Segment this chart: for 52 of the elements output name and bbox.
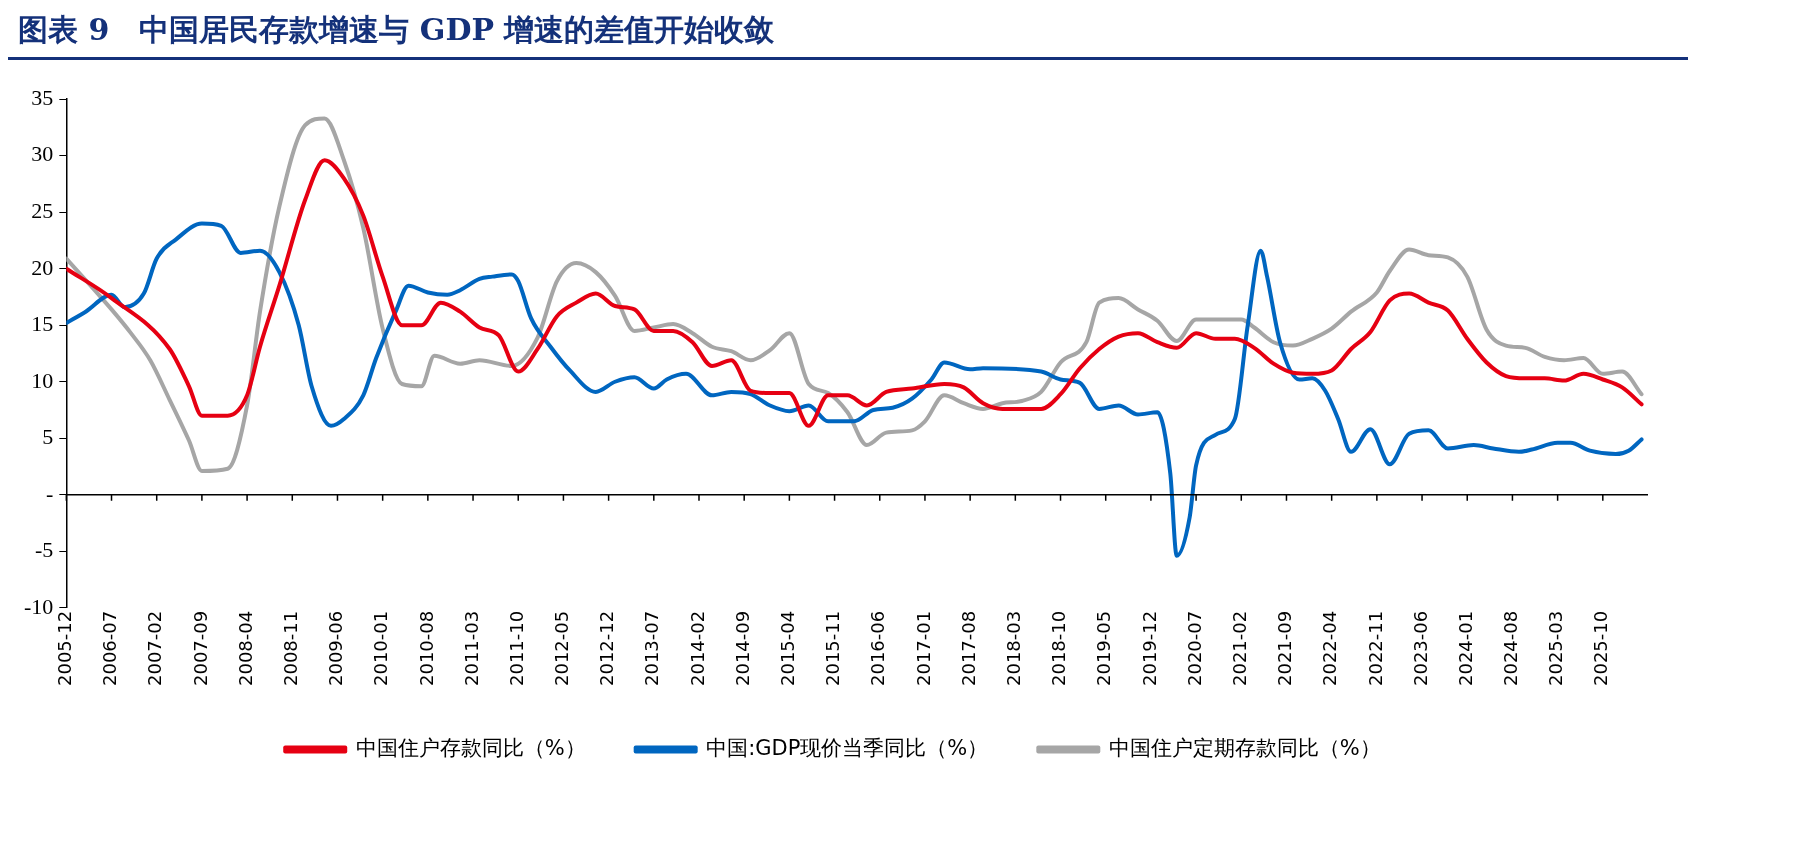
x-tick-label: 2005-12	[54, 610, 75, 687]
line-series	[66, 116, 1644, 474]
x-tick-label: 2008-11	[279, 610, 301, 687]
y-tick-label: 25	[31, 198, 54, 223]
line-series	[66, 158, 1644, 428]
x-tick-label: 2007-02	[144, 610, 166, 687]
x-tick-label: 2018-10	[1048, 610, 1070, 687]
x-tick-label: 2018-03	[1003, 610, 1024, 687]
x-tick-label: 2014-02	[686, 610, 708, 687]
x-tick-label: 2022-11	[1364, 610, 1386, 687]
x-tick-label: 2015-11	[822, 610, 844, 687]
y-tick-label: -5	[35, 537, 54, 563]
line-series	[66, 221, 1644, 558]
x-tick-label: 2025-03	[1545, 610, 1567, 687]
y-tick-label: 35	[31, 84, 54, 110]
x-tick-label: 2025-10	[1590, 610, 1612, 687]
x-tick-label: 2011-03	[460, 610, 482, 687]
x-tick-label: 2015-04	[777, 610, 799, 687]
x-tick-label: 2011-10	[505, 610, 527, 687]
y-tick-label: 20	[31, 254, 54, 280]
x-tick-label: 2024-01	[1454, 610, 1476, 687]
x-tick-label: 2007-09	[189, 610, 211, 687]
x-tick-label: 2023-06	[1409, 610, 1431, 687]
x-tick-label: 2013-07	[641, 610, 663, 687]
x-tick-label: 2012-12	[596, 610, 618, 687]
x-tick-label: 2017-08	[957, 610, 979, 687]
x-tick-label: 2016-06	[867, 610, 889, 687]
legend-label: 中国:GDP现价当季同比（%）	[706, 735, 989, 760]
y-tick-label: 30	[31, 141, 54, 167]
x-tick-label: 2010-08	[415, 610, 437, 687]
x-tick-label: 2024-08	[1500, 610, 1522, 687]
x-tick-label: 2022-04	[1319, 610, 1341, 687]
y-tick-label: -	[46, 480, 54, 506]
y-tick-label: 15	[31, 311, 54, 337]
x-tick-label: 2019-05	[1093, 610, 1115, 687]
y-tick-label: -10	[24, 593, 54, 619]
x-tick-label: 2010-01	[370, 610, 392, 687]
x-tick-label: 2021-02	[1228, 610, 1250, 687]
x-tick-label: 2006-07	[99, 610, 121, 687]
x-tick-label: 2017-01	[912, 610, 934, 687]
x-tick-label: 2019-12	[1138, 610, 1160, 687]
x-tick-label: 2008-04	[234, 610, 256, 687]
x-tick-label: 2012-05	[551, 610, 573, 687]
x-tick-label: 2020-07	[1183, 610, 1205, 687]
x-tick-label: 2014-09	[731, 610, 753, 687]
y-tick-label: 10	[31, 367, 54, 393]
x-tick-label: 2021-09	[1274, 610, 1296, 687]
legend-label: 中国住户定期存款同比（%）	[1108, 735, 1381, 760]
y-tick-label: 5	[42, 424, 54, 450]
x-tick-label: 2009-06	[325, 610, 347, 687]
chart-title: 图表 9 中国居民存款增速与 GDP 增速的差值开始收敛	[17, 11, 776, 49]
legend-label: 中国住户存款同比（%）	[355, 735, 586, 760]
